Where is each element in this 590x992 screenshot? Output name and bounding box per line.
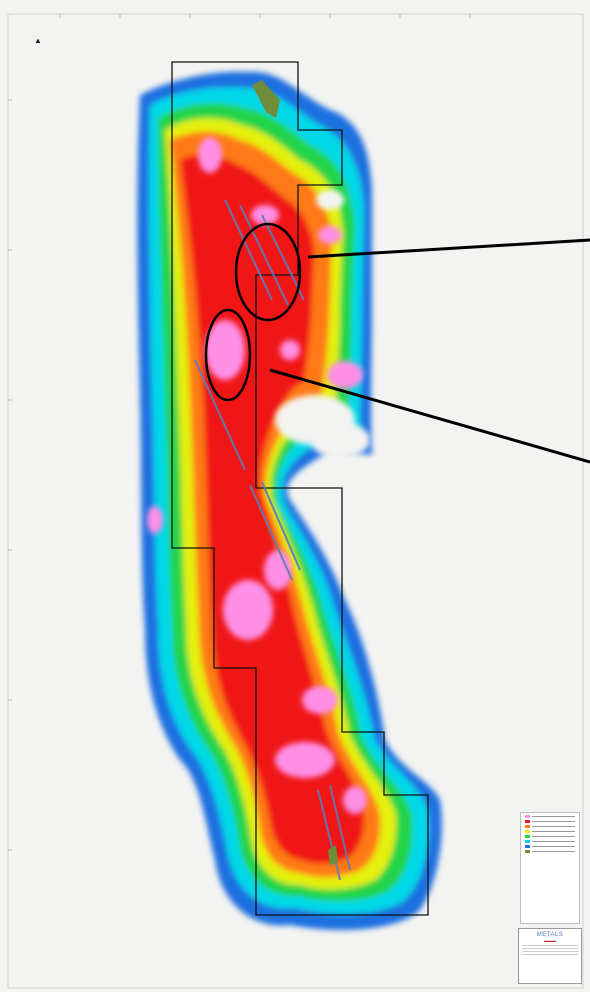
peak-anomalies: [147, 137, 367, 814]
company-logo: METALS: [536, 932, 564, 938]
green-feature: [252, 80, 280, 118]
title-block: METALS ▬▬▬: [518, 928, 582, 984]
upper-target-ellipse: [234, 222, 302, 322]
structural-lineaments: [194, 199, 351, 881]
sheet-border: [7, 13, 584, 989]
callout-line-lower: [269, 368, 590, 464]
border-ticks: [8, 14, 471, 851]
map-legend: [520, 812, 580, 924]
tenement-outline: [171, 61, 429, 916]
lower-target-ellipse: [204, 308, 252, 402]
green-feature-2: [328, 845, 338, 866]
callout-line-upper: [307, 238, 590, 259]
company-sublogo: ▬▬▬: [544, 938, 556, 943]
north-marker: ▲: [34, 36, 42, 45]
low-anomaly-holes: [155, 190, 430, 880]
